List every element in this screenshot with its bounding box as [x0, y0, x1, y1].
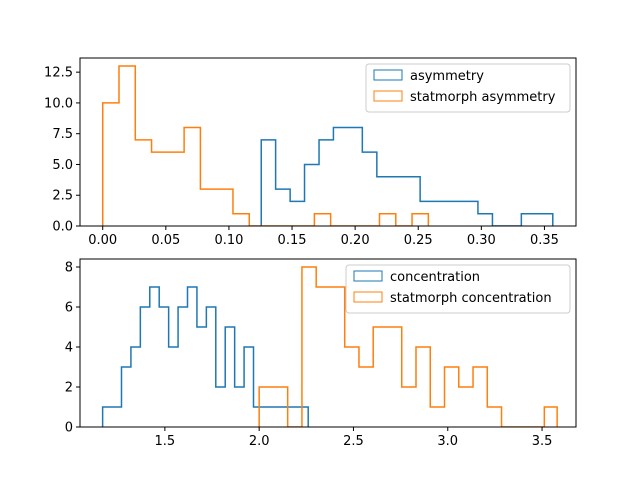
y-tick-label: 10.0: [44, 96, 73, 111]
concentration-axes: 1.5 2.0 2.5 3.0 3.5 0 2 4 6 8: [65, 258, 577, 449]
x-tick-label: 0.10: [214, 233, 243, 248]
asymmetry-legend: asymmetry statmorph asymmetry: [365, 63, 571, 113]
y-tick-label: 5.0: [52, 158, 73, 173]
concentration-legend: concentration statmorph concentration: [345, 264, 571, 314]
x-tick-label: 2.0: [249, 434, 270, 449]
histogram-step-asymmetry: [260, 126, 554, 226]
x-tick-label: 0.05: [151, 233, 180, 248]
y-tick-label: 8: [65, 261, 73, 276]
axes-frame: [79, 57, 577, 227]
x-tick-label: 0.20: [341, 233, 370, 248]
legend-swatch-asymmetry: [373, 69, 403, 81]
y-tick-label: 6: [65, 301, 73, 316]
x-tick-label: 3.0: [437, 434, 458, 449]
histogram-step-statmorph-asymmetry: [101, 65, 430, 226]
x-tick-label: 2.5: [343, 434, 364, 449]
axes-frame: [79, 258, 577, 428]
x-tick-label: 0.25: [404, 233, 433, 248]
x-tick-label: 1.5: [155, 434, 176, 449]
x-tick-label: 0.30: [467, 233, 496, 248]
y-tick-label: 7.5: [52, 127, 73, 142]
asymmetry-axes: 0.00 0.05 0.10 0.15 0.20 0.25 0.30 0.35 0.0 2.5 5.…: [44, 57, 577, 248]
x-tick-label: 0.35: [530, 233, 559, 248]
y-tick-label: 0.0: [52, 220, 73, 235]
x-tick-label: 0.00: [88, 233, 117, 248]
legend-label-statmorph-asymmetry: statmorph asymmetry: [410, 90, 556, 105]
asymmetry-histogram-panel: 0.00 0.05 0.10 0.15 0.20 0.25 0.30 0.35 0.0 2.5 5.…: [44, 57, 577, 248]
concentration-histogram-panel: 1.5 2.0 2.5 3.0 3.5 0 2 4 6 8 concentration statm…: [65, 258, 577, 449]
concentration-series-layer: [101, 266, 558, 427]
asymmetry-legend-frame: [365, 63, 571, 113]
legend-label-statmorph-concentration: statmorph concentration: [390, 291, 552, 306]
legend-label-asymmetry: asymmetry: [410, 69, 484, 84]
y-tick-label: 0: [65, 421, 73, 436]
y-tick-label: 2: [65, 381, 73, 396]
histogram-step-statmorph-concentration: [258, 266, 558, 427]
legend-label-concentration: concentration: [390, 270, 480, 285]
legend-swatch-statmorph-asymmetry: [373, 90, 403, 102]
y-tick-label: 2.5: [52, 189, 73, 204]
x-tick-label: 3.5: [532, 434, 553, 449]
histogram-step-concentration: [101, 286, 309, 427]
x-tick-label: 0.15: [278, 233, 307, 248]
y-tick-label: 4: [65, 341, 73, 356]
y-tick-label: 12.5: [44, 66, 73, 81]
legend-swatch-statmorph-concentration: [353, 291, 383, 303]
legend-swatch-concentration: [353, 270, 383, 282]
concentration-legend-frame: [345, 264, 571, 314]
asymmetry-series-layer: [101, 65, 554, 226]
